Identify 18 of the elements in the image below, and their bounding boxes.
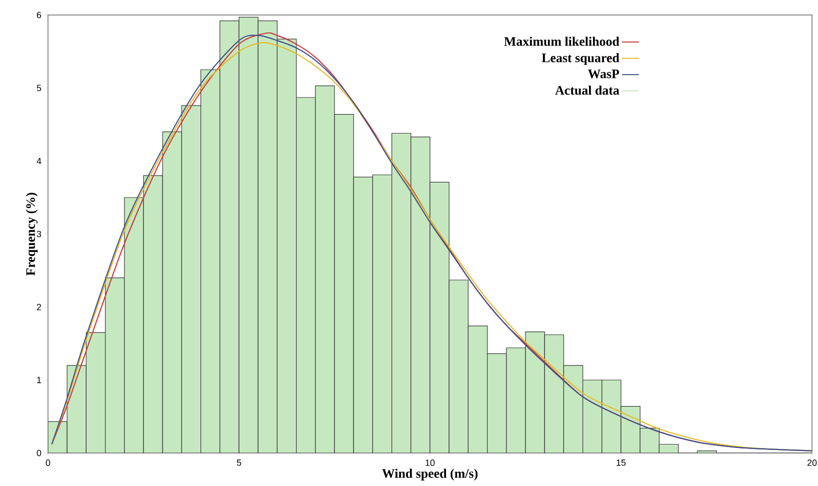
x-tick-label: 20: [807, 460, 817, 466]
y-tick-label: 6: [36, 12, 42, 18]
x-axis-title: Wind speed (m/s): [382, 468, 478, 480]
x-tick-label: 0: [46, 460, 50, 466]
y-tick-label: 5: [36, 84, 42, 92]
legend-label: Actual data: [555, 86, 620, 95]
y-tick-label: 0: [36, 450, 42, 456]
legend-label: WasP: [588, 70, 620, 78]
x-tick-label: 15: [616, 460, 626, 466]
x-tick-label: 5: [236, 460, 242, 466]
legend-label: Least squared: [542, 53, 620, 65]
x-tick-label: 10: [426, 460, 435, 466]
y-tick-label: 4: [36, 158, 42, 164]
y-tick-label: 3: [36, 230, 42, 238]
y-tick-label: 2: [36, 304, 42, 310]
y-axis-title: Frequency (%): [26, 192, 38, 276]
y-tick-label: 1: [37, 376, 42, 384]
legend-label: Maximum likelihood: [504, 36, 620, 46]
